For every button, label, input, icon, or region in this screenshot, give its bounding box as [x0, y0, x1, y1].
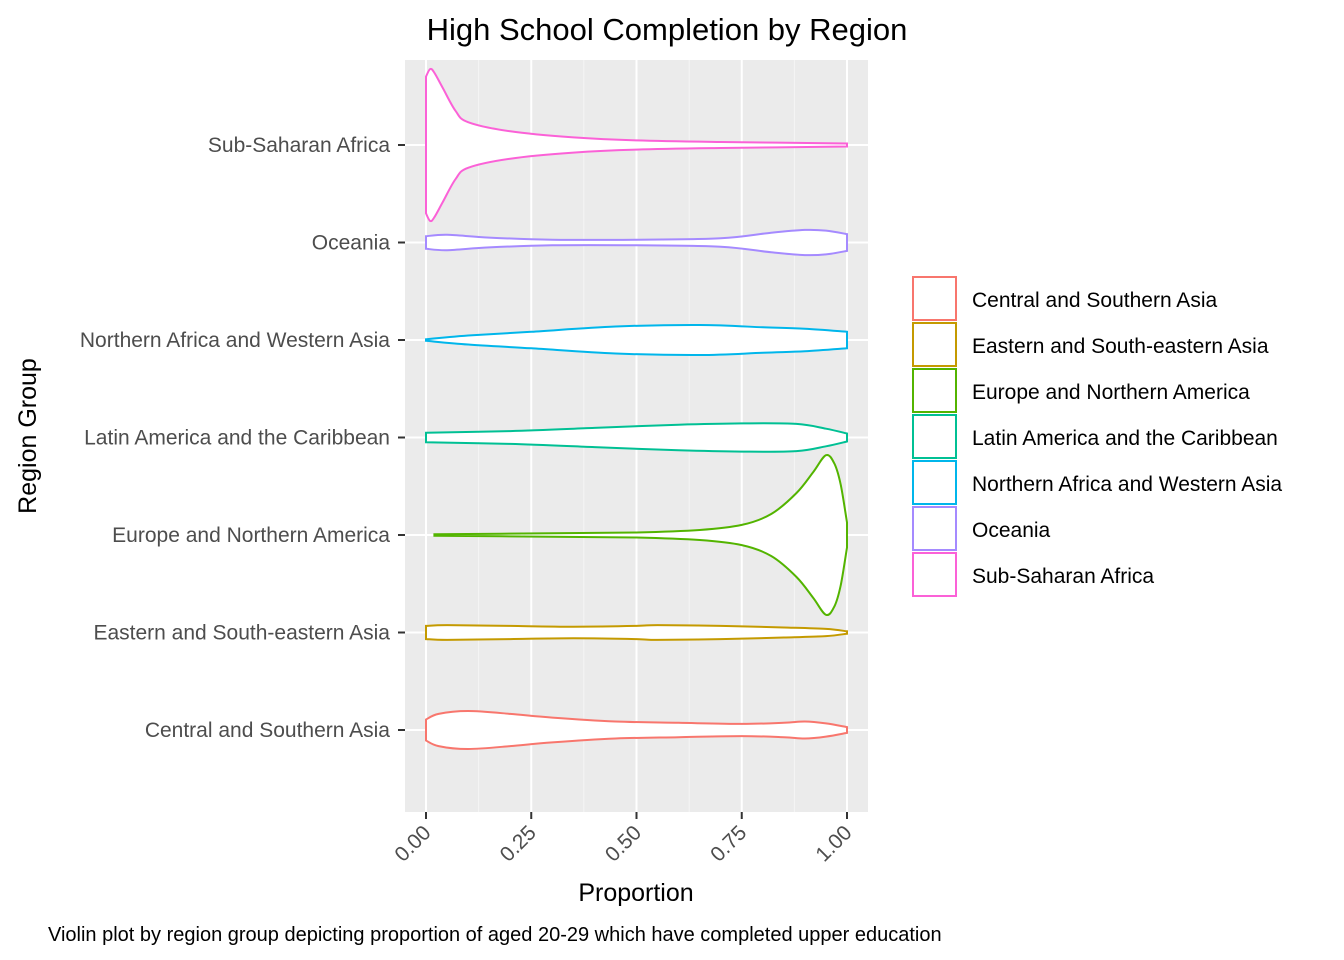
- y-axis-title: Region Group: [14, 358, 42, 514]
- violins: [425, 67, 848, 751]
- violin-latin-america-and-the-caribbean: [425, 422, 848, 453]
- y-tick-label: Sub-Saharan Africa: [208, 134, 390, 157]
- y-tick-label: Europe and Northern America: [112, 524, 390, 547]
- legend-key: [912, 322, 957, 367]
- violin-central-and-southern-asia: [425, 709, 848, 751]
- x-tick-label: 0.00: [390, 821, 435, 866]
- legend-key: [912, 460, 957, 505]
- legend-key: [912, 552, 957, 597]
- y-axis: Central and Southern Asia Eastern and Sou…: [80, 134, 405, 742]
- x-axis-title: Proportion: [578, 879, 693, 907]
- violin-sub-saharan-africa: [425, 67, 848, 223]
- legend-label: Northern Africa and Western Asia: [972, 473, 1282, 496]
- legend: Central and Southern Asia Eastern and Sou…: [912, 276, 1282, 597]
- y-tick-label: Northern Africa and Western Asia: [80, 329, 390, 352]
- chart-caption: Violin plot by region group depicting pr…: [48, 924, 942, 946]
- violin-oceania: [425, 228, 848, 257]
- legend-label: Latin America and the Caribbean: [972, 427, 1278, 450]
- legend-label: Oceania: [972, 519, 1051, 542]
- y-tick-label: Latin America and the Caribbean: [84, 427, 390, 450]
- x-tick-label: 1.00: [811, 821, 856, 866]
- violin-eastern-and-south-eastern-asia: [425, 624, 848, 641]
- chart-title: High School Completion by Region: [427, 12, 908, 47]
- legend-label: Eastern and South-eastern Asia: [972, 335, 1269, 358]
- y-tick-label: Oceania: [312, 232, 391, 255]
- x-axis: 0.00 0.25 0.50 0.75 1.00: [390, 812, 857, 866]
- y-tick-label: Central and Southern Asia: [145, 719, 390, 742]
- legend-label: Europe and Northern America: [972, 381, 1250, 404]
- violin-europe-and-northern-america: [433, 453, 848, 617]
- legend-key: [912, 506, 957, 551]
- violin-northern-africa-and-western-asia: [425, 323, 848, 357]
- legend-key: [912, 414, 957, 459]
- legend-label: Sub-Saharan Africa: [972, 565, 1154, 588]
- y-tick-label: Eastern and South-eastern Asia: [93, 622, 390, 645]
- x-tick-label: 0.75: [706, 821, 751, 866]
- x-tick-label: 0.50: [601, 821, 646, 866]
- x-tick-label: 0.25: [496, 821, 541, 866]
- legend-label: Central and Southern Asia: [972, 289, 1217, 312]
- legend-key: [912, 368, 957, 413]
- legend-key: [912, 276, 957, 321]
